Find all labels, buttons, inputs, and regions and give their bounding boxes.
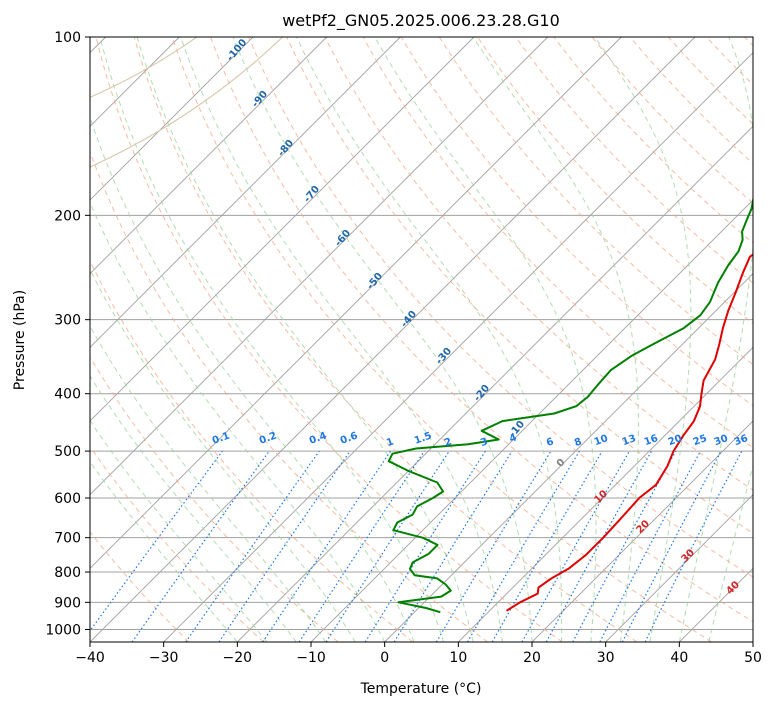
y-tick-label: 200	[54, 208, 81, 224]
x-tick-label: 50	[744, 650, 762, 666]
y-tick-label: 300	[54, 313, 81, 329]
x-tick-label: −40	[75, 650, 105, 666]
y-tick-label: 800	[54, 565, 81, 581]
x-tick-label: 30	[597, 650, 615, 666]
x-tick-label: −20	[223, 650, 253, 666]
y-tick-label: 500	[54, 444, 81, 460]
x-tick-label: 20	[523, 650, 541, 666]
y-tick-label: 900	[54, 595, 81, 611]
y-tick-label: 700	[54, 531, 81, 547]
x-tick-label: 0	[380, 650, 389, 666]
y-axis-label: Pressure (hPa)	[12, 290, 28, 390]
x-tick-label: 40	[670, 650, 688, 666]
x-tick-label: 10	[449, 650, 467, 666]
y-tick-label: 600	[54, 491, 81, 507]
chart-title: wetPf2_GN05.2025.006.23.28.G10	[282, 11, 560, 31]
y-tick-label: 100	[54, 30, 81, 46]
x-tick-label: −10	[296, 650, 326, 666]
y-tick-label: 400	[54, 387, 81, 403]
y-tick-label: 1000	[45, 622, 81, 638]
x-axis-label: Temperature (°C)	[360, 681, 482, 697]
x-tick-label: −30	[149, 650, 179, 666]
